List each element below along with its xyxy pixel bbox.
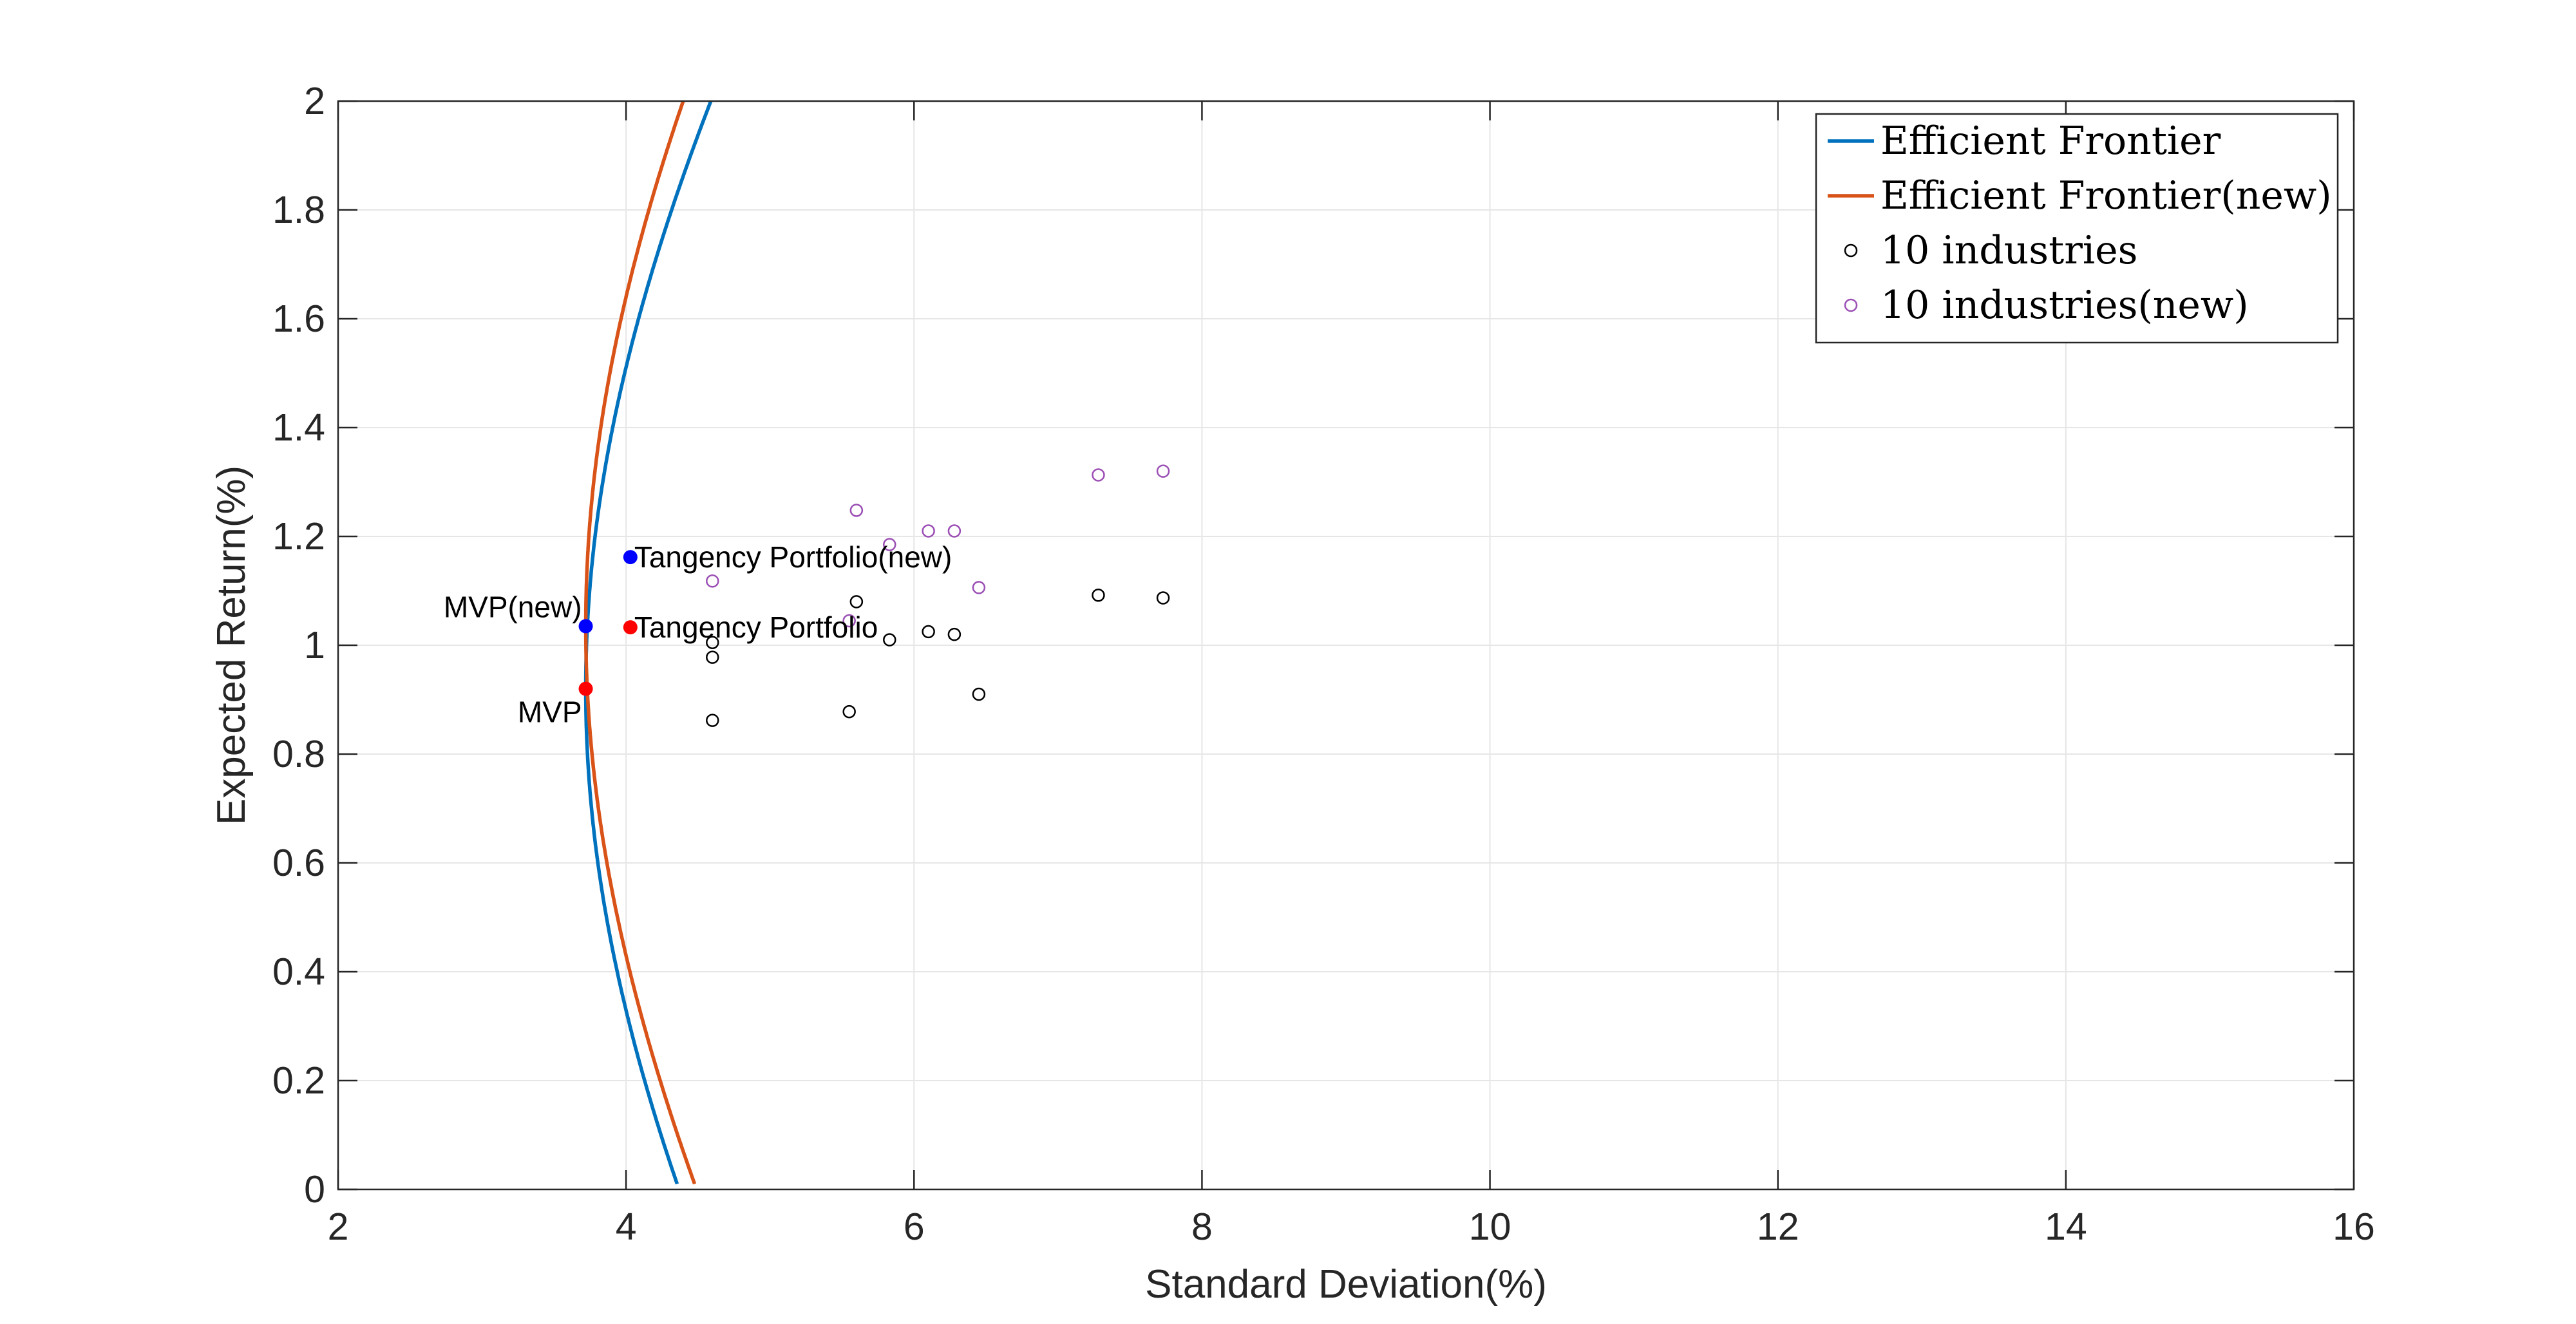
special-points: MVP MVP(new) Tangency Portfolio Tangency Po… <box>444 540 952 728</box>
special-point-label: Tangency Portfolio(new) <box>634 540 952 574</box>
scatter-point <box>1092 589 1105 602</box>
scatter-point <box>1156 591 1170 605</box>
x-axis-title: Standard Deviation(%) <box>1145 1262 1547 1307</box>
legend-label: Efficient Frontier <box>1880 118 2221 164</box>
special-point-marker <box>578 619 593 634</box>
special-point-label: MVP(new) <box>444 590 582 623</box>
scatter-point <box>706 636 719 650</box>
scatter-point <box>972 581 986 594</box>
x-tick-label: 14 <box>2045 1206 2087 1248</box>
y-tick-label: 0 <box>304 1168 325 1211</box>
special-point-marker <box>623 550 638 565</box>
y-tick-label: 2 <box>304 80 325 122</box>
special-point-marker <box>578 681 593 696</box>
scatter-point <box>849 504 864 517</box>
y-tick-label: 0.2 <box>272 1059 325 1102</box>
x-tick-label: 8 <box>1191 1206 1213 1248</box>
scatter-point <box>1156 464 1170 478</box>
x-tick-label: 16 <box>2333 1206 2375 1248</box>
axes: 2 4 6 8 10 12 14 16 0 0.2 0.4 0.6 0.8 1 1.2 1.4 1.6 1.8 2 <box>272 80 2375 1248</box>
scatter-point <box>706 650 719 664</box>
scatter-point <box>883 633 896 647</box>
y-tick-label: 0.8 <box>272 733 325 775</box>
frontier-curves <box>583 101 713 1185</box>
legend-label: 10 industries(new) <box>1880 283 2249 328</box>
legend: Efficient Frontier Efficient Frontier(new… <box>1815 113 2339 344</box>
scatter-point <box>842 705 856 719</box>
scatter-point <box>947 627 961 641</box>
x-tick-label: 6 <box>904 1206 925 1248</box>
scatter-point <box>883 538 896 551</box>
special-point-label: MVP <box>518 695 582 729</box>
special-point-marker <box>623 620 638 635</box>
legend-marker-swatch <box>1844 243 1858 258</box>
x-tick-label: 12 <box>1757 1206 1799 1248</box>
scatter-point <box>849 595 864 609</box>
scatter-point <box>706 574 719 588</box>
scatter-point <box>922 625 935 639</box>
x-tick-label: 4 <box>616 1206 637 1248</box>
industry-points <box>706 464 1170 727</box>
y-axis-title: Expected Return(%) <box>209 466 254 825</box>
scatter-point <box>922 524 935 538</box>
legend-marker-swatch <box>1844 298 1858 312</box>
y-tick-label: 1.6 <box>272 298 325 340</box>
y-tick-label: 1.8 <box>272 189 325 231</box>
special-point-label: Tangency Portfolio <box>634 610 878 644</box>
y-tick-label: 1 <box>304 624 325 667</box>
y-tick-label: 0.4 <box>272 950 325 993</box>
scatter-point <box>706 714 719 727</box>
legend-label: 10 industries <box>1880 228 2137 273</box>
legend-box <box>1815 113 2339 344</box>
y-tick-label: 1.2 <box>272 515 325 558</box>
scatter-point <box>972 687 986 701</box>
scatter-point <box>1092 468 1105 482</box>
scatter-point <box>842 614 856 628</box>
x-tick-label: 10 <box>1469 1206 1511 1248</box>
y-tick-label: 1.4 <box>272 406 325 449</box>
scatter-point <box>947 524 961 538</box>
legend-label: Efficient Frontier(new) <box>1880 173 2332 218</box>
frontier-line-efficient-frontier-new- <box>583 101 697 1185</box>
x-tick-label: 2 <box>328 1206 349 1248</box>
y-tick-label: 0.6 <box>272 842 325 884</box>
